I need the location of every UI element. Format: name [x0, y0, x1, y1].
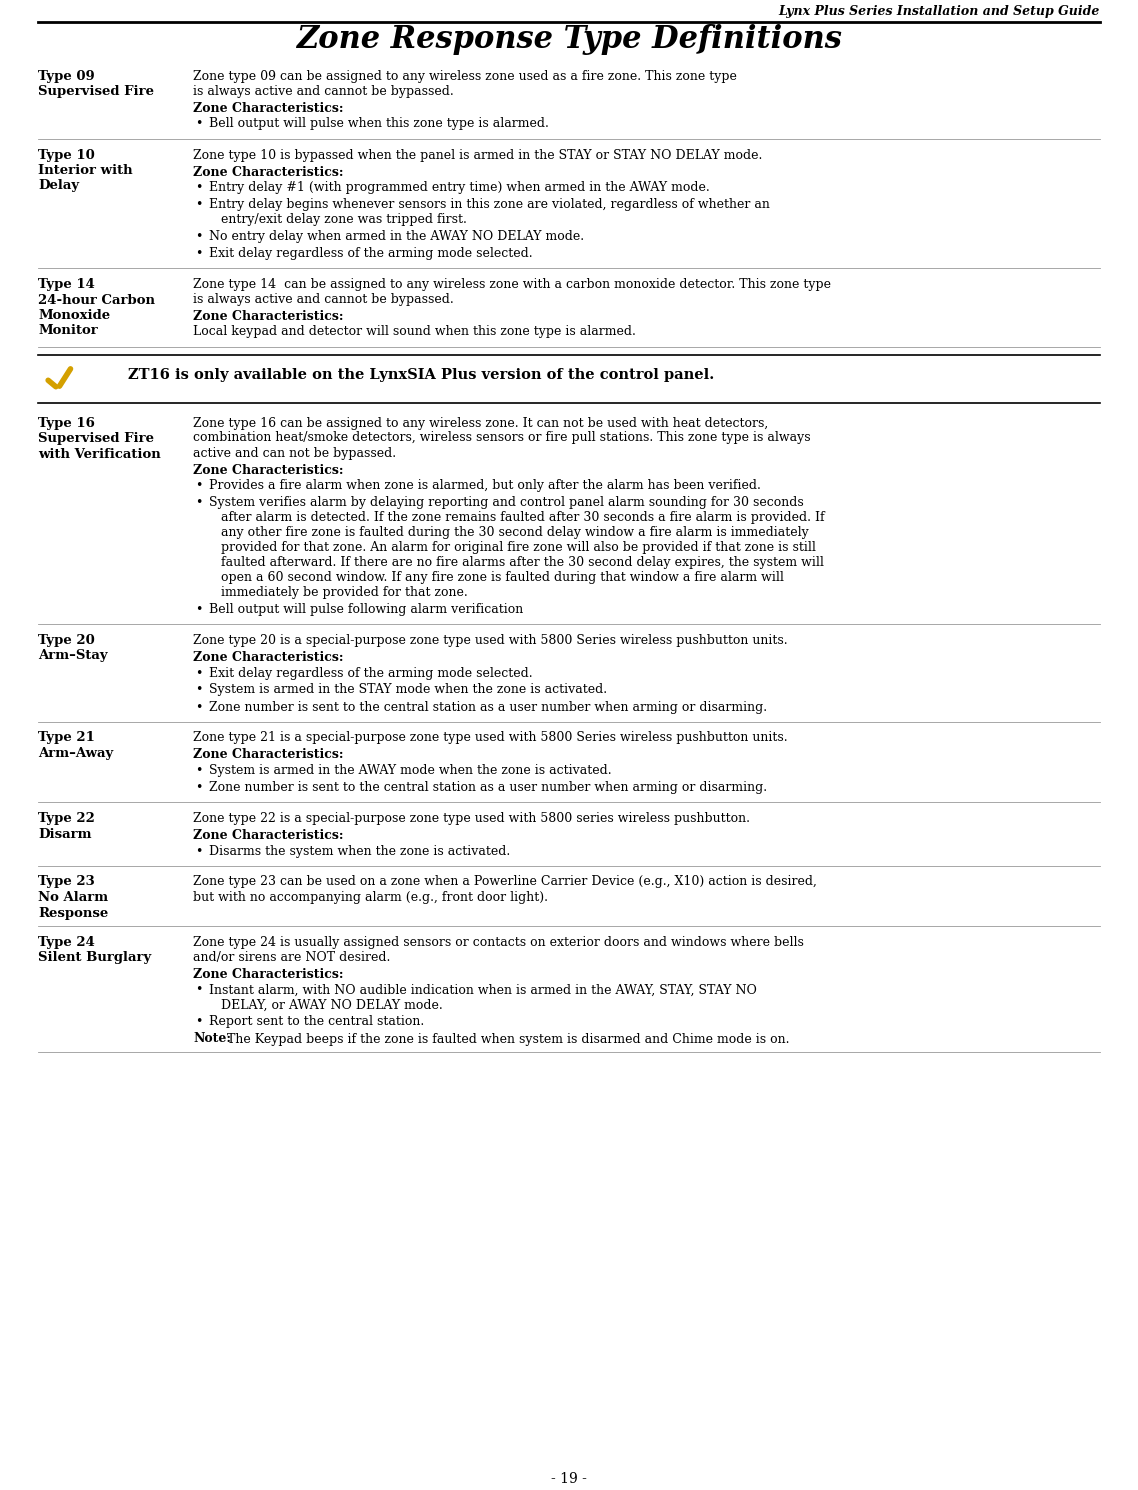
Text: Zone type 22 is a special-purpose zone type used with 5800 series wireless pushb: Zone type 22 is a special-purpose zone t…	[193, 812, 750, 825]
Text: entry/exit delay zone was tripped first.: entry/exit delay zone was tripped first.	[221, 213, 467, 226]
Text: No entry delay when armed in the AWAY NO DELAY mode.: No entry delay when armed in the AWAY NO…	[209, 229, 584, 243]
Text: Disarm: Disarm	[38, 827, 91, 840]
Text: System is armed in the AWAY mode when the zone is activated.: System is armed in the AWAY mode when th…	[209, 764, 611, 776]
Text: •: •	[195, 603, 203, 615]
Text: •: •	[195, 478, 203, 492]
Text: Instant alarm, with NO audible indication when is armed in the AWAY, STAY, STAY : Instant alarm, with NO audible indicatio…	[209, 983, 757, 997]
Text: System verifies alarm by delaying reporting and control panel alarm sounding for: System verifies alarm by delaying report…	[209, 496, 803, 510]
Text: Note:: Note:	[193, 1033, 231, 1046]
Text: Exit delay regardless of the arming mode selected.: Exit delay regardless of the arming mode…	[209, 247, 533, 259]
Text: Zone type 16 can be assigned to any wireless zone. It can not be used with heat : Zone type 16 can be assigned to any wire…	[193, 417, 768, 429]
Text: Type 10: Type 10	[38, 149, 94, 161]
Text: •: •	[195, 247, 203, 259]
Text: •: •	[195, 229, 203, 243]
Text: Zone Characteristics:: Zone Characteristics:	[193, 748, 344, 761]
Text: Zone type 14  can be assigned to any wireless zone with a carbon monoxide detect: Zone type 14 can be assigned to any wire…	[193, 279, 831, 291]
Text: Disarms the system when the zone is activated.: Disarms the system when the zone is acti…	[209, 845, 510, 858]
Text: Zone number is sent to the central station as a user number when arming or disar: Zone number is sent to the central stati…	[209, 700, 767, 714]
Text: Arm–Away: Arm–Away	[38, 746, 114, 760]
Text: •: •	[195, 198, 203, 212]
Text: faulted afterward. If there are no fire alarms after the 30 second delay expires: faulted afterward. If there are no fire …	[221, 556, 824, 569]
Text: Zone type 20 is a special-purpose zone type used with 5800 Series wireless pushb: Zone type 20 is a special-purpose zone t…	[193, 635, 787, 647]
Text: open a 60 second window. If any fire zone is faulted during that window a fire a: open a 60 second window. If any fire zon…	[221, 571, 784, 584]
Text: is always active and cannot be bypassed.: is always active and cannot be bypassed.	[193, 85, 454, 98]
Text: Zone Characteristics:: Zone Characteristics:	[193, 165, 344, 179]
Text: Zone Characteristics:: Zone Characteristics:	[193, 651, 344, 665]
Text: - 19 -: - 19 -	[551, 1472, 587, 1486]
Text: Zone Characteristics:: Zone Characteristics:	[193, 463, 344, 477]
Text: Zone Characteristics:: Zone Characteristics:	[193, 310, 344, 323]
Text: Zone Characteristics:: Zone Characteristics:	[193, 968, 344, 980]
Text: Monitor: Monitor	[38, 325, 98, 338]
Text: Bell output will pulse when this zone type is alarmed.: Bell output will pulse when this zone ty…	[209, 118, 549, 131]
Text: after alarm is detected. If the zone remains faulted after 30 seconds a fire ala: after alarm is detected. If the zone rem…	[221, 511, 825, 524]
Text: 24-hour Carbon: 24-hour Carbon	[38, 294, 155, 307]
Text: any other fire zone is faulted during the 30 second delay window a fire alarm is: any other fire zone is faulted during th…	[221, 526, 809, 539]
Text: Entry delay begins whenever sensors in this zone are violated, regardless of whe: Entry delay begins whenever sensors in t…	[209, 198, 770, 212]
Text: Type 09: Type 09	[38, 70, 94, 83]
Text: Type 20: Type 20	[38, 635, 94, 647]
Text: Type 23: Type 23	[38, 876, 94, 888]
Text: immediately be provided for that zone.: immediately be provided for that zone.	[221, 586, 468, 599]
Text: provided for that zone. An alarm for original fire zone will also be provided if: provided for that zone. An alarm for ori…	[221, 541, 816, 554]
Text: Provides a fire alarm when zone is alarmed, but only after the alarm has been ve: Provides a fire alarm when zone is alarm…	[209, 478, 761, 492]
Text: Type 24: Type 24	[38, 936, 94, 949]
Text: and/or sirens are NOT desired.: and/or sirens are NOT desired.	[193, 951, 390, 964]
Text: •: •	[195, 700, 203, 714]
Text: •: •	[195, 764, 203, 776]
Text: Bell output will pulse following alarm verification: Bell output will pulse following alarm v…	[209, 603, 523, 615]
Text: Zone Characteristics:: Zone Characteristics:	[193, 828, 344, 842]
Text: DELAY, or AWAY NO DELAY mode.: DELAY, or AWAY NO DELAY mode.	[221, 998, 443, 1012]
Text: Arm–Stay: Arm–Stay	[38, 650, 108, 663]
Text: •: •	[195, 684, 203, 696]
Text: •: •	[195, 496, 203, 510]
Text: System is armed in the STAY mode when the zone is activated.: System is armed in the STAY mode when th…	[209, 684, 608, 696]
Text: Zone Characteristics:: Zone Characteristics:	[193, 101, 344, 115]
Text: Local keypad and detector will sound when this zone type is alarmed.: Local keypad and detector will sound whe…	[193, 325, 636, 338]
Text: with Verification: with Verification	[38, 447, 160, 460]
Text: Type 21: Type 21	[38, 732, 94, 745]
Text: •: •	[195, 983, 203, 997]
Text: but with no accompanying alarm (e.g., front door light).: but with no accompanying alarm (e.g., fr…	[193, 891, 549, 903]
Text: Report sent to the central station.: Report sent to the central station.	[209, 1016, 424, 1028]
Text: Zone type 24 is usually assigned sensors or contacts on exterior doors and windo: Zone type 24 is usually assigned sensors…	[193, 936, 803, 949]
Text: Response: Response	[38, 906, 108, 919]
Text: Type 14: Type 14	[38, 279, 94, 291]
Text: Entry delay #1 (with programmed entry time) when armed in the AWAY mode.: Entry delay #1 (with programmed entry ti…	[209, 180, 710, 194]
Text: Zone Response Type Definitions: Zone Response Type Definitions	[296, 24, 842, 55]
Text: Monoxide: Monoxide	[38, 308, 110, 322]
Text: Supervised Fire: Supervised Fire	[38, 85, 154, 98]
Text: Zone number is sent to the central station as a user number when arming or disar: Zone number is sent to the central stati…	[209, 781, 767, 794]
Text: Zone type 23 can be used on a zone when a Powerline Carrier Device (e.g., X10) a: Zone type 23 can be used on a zone when …	[193, 876, 817, 888]
Text: •: •	[195, 118, 203, 131]
Text: Supervised Fire: Supervised Fire	[38, 432, 154, 446]
Text: ZT16 is only available on the LynxSIA Plus version of the control panel.: ZT16 is only available on the LynxSIA Pl…	[127, 368, 715, 381]
Text: No Alarm: No Alarm	[38, 891, 108, 904]
Text: •: •	[195, 180, 203, 194]
Text: Type 22: Type 22	[38, 812, 94, 825]
Text: •: •	[195, 781, 203, 794]
Text: is always active and cannot be bypassed.: is always active and cannot be bypassed.	[193, 294, 454, 305]
Text: •: •	[195, 666, 203, 679]
Text: Zone type 09 can be assigned to any wireless zone used as a fire zone. This zone: Zone type 09 can be assigned to any wire…	[193, 70, 737, 83]
Text: Zone type 10 is bypassed when the panel is armed in the STAY or STAY NO DELAY mo: Zone type 10 is bypassed when the panel …	[193, 149, 762, 161]
Text: active and can not be bypassed.: active and can not be bypassed.	[193, 447, 396, 459]
Text: •: •	[195, 845, 203, 858]
Text: Zone type 21 is a special-purpose zone type used with 5800 Series wireless pushb: Zone type 21 is a special-purpose zone t…	[193, 732, 787, 745]
Text: Type 16: Type 16	[38, 417, 94, 429]
Text: Silent Burglary: Silent Burglary	[38, 952, 151, 964]
Text: Interior with: Interior with	[38, 164, 133, 177]
Text: Exit delay regardless of the arming mode selected.: Exit delay regardless of the arming mode…	[209, 666, 533, 679]
Text: combination heat/smoke detectors, wireless sensors or fire pull stations. This z: combination heat/smoke detectors, wirele…	[193, 432, 810, 444]
Text: •: •	[195, 1016, 203, 1028]
Text: Delay: Delay	[38, 179, 80, 192]
Text: The Keypad beeps if the zone is faulted when system is disarmed and Chime mode i: The Keypad beeps if the zone is faulted …	[220, 1033, 790, 1046]
Text: Lynx Plus Series Installation and Setup Guide: Lynx Plus Series Installation and Setup …	[778, 4, 1100, 18]
